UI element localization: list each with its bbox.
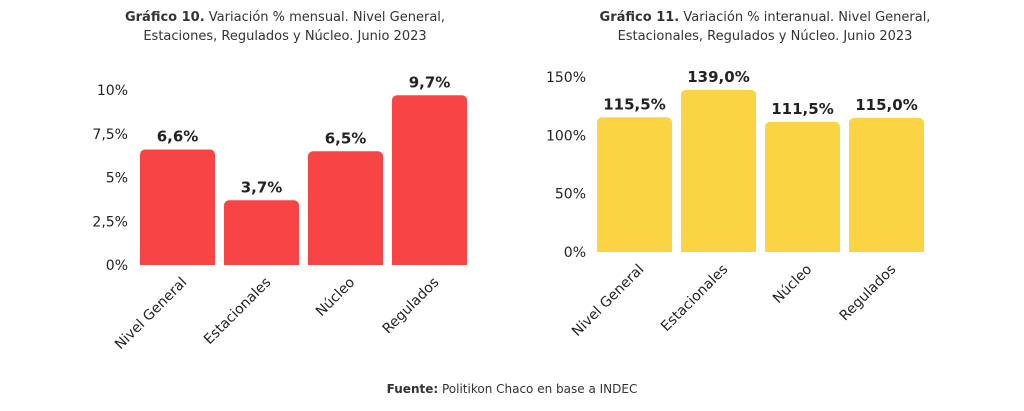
chart-1-bar-base: [392, 259, 467, 265]
chart-2-category-label: Estacionales: [658, 262, 731, 335]
chart-2-data-label: 115,0%: [855, 96, 917, 114]
chart-1-title-text: Variación % mensual. Nivel General,: [208, 10, 446, 25]
chart-1-ytick-label: 0%: [106, 258, 128, 274]
chart-2-title-number: Gráfico 11.: [599, 10, 680, 25]
chart-2-category-label: Núcleo: [770, 262, 815, 307]
chart-2-title-line2: Estacionales, Regulados y Núcleo. Junio …: [617, 29, 913, 44]
chart-2-data-label: 115,5%: [603, 95, 665, 113]
chart-2-title: Gráfico 11. Variación % interanual. Nive…: [545, 8, 985, 46]
source-text: Politikon Chaco en base a INDEC: [441, 382, 638, 396]
chart-2-category-label: Nivel General: [569, 262, 647, 340]
chart-1-title: Gráfico 10. Variación % mensual. Nivel G…: [70, 8, 500, 46]
chart-1-bar: [140, 149, 215, 265]
chart-2-ytick-label: 50%: [555, 187, 586, 203]
chart-2-data-label: 139,0%: [687, 68, 749, 86]
chart-1-data-label: 9,7%: [409, 73, 451, 91]
chart-1-data-label: 3,7%: [241, 178, 283, 196]
chart-2-ytick-label: 100%: [546, 128, 586, 144]
chart-2-data-label: 111,5%: [771, 100, 833, 118]
chart-2-ytick-label: 0%: [564, 245, 586, 261]
chart-2-bar-base: [849, 246, 924, 252]
chart-1-bar-base: [140, 259, 215, 265]
chart-1-ytick-label: 10%: [97, 83, 128, 99]
chart-2-bar-base: [681, 246, 756, 252]
chart-1-bar-base: [224, 259, 299, 265]
chart-1-title-number: Gráfico 10.: [124, 10, 205, 25]
chart-2-bar-base: [765, 246, 840, 252]
chart-2-category-label: Regulados: [837, 262, 900, 325]
chart-1-bar: [392, 95, 467, 265]
chart-1-title-line2: Estaciones, Regulados y Núcleo. Junio 20…: [143, 29, 427, 44]
chart-1-data-label: 6,5%: [325, 129, 367, 147]
chart-2-title-text: Variación % interanual. Nivel General,: [683, 10, 931, 25]
chart-1-bar: [308, 151, 383, 265]
chart-1-ytick-label: 7,5%: [92, 127, 128, 143]
chart-1-bar: [224, 200, 299, 265]
source-label: Fuente:: [386, 382, 439, 396]
chart-1-ytick-label: 2,5%: [92, 214, 128, 230]
chart-2-bar: [849, 117, 924, 252]
chart-1-bar-base: [308, 259, 383, 265]
chart-1-ytick-label: 5%: [106, 171, 128, 187]
chart-2-bar: [597, 117, 672, 252]
chart-2-bar: [765, 121, 840, 253]
source-note: Fuente: Politikon Chaco en base a INDEC: [0, 382, 1024, 396]
chart-2-bar-base: [597, 246, 672, 252]
chart-2-bar: [681, 89, 756, 252]
chart-2-ytick-label: 150%: [546, 70, 586, 86]
chart-1-data-label: 6,6%: [157, 128, 199, 146]
